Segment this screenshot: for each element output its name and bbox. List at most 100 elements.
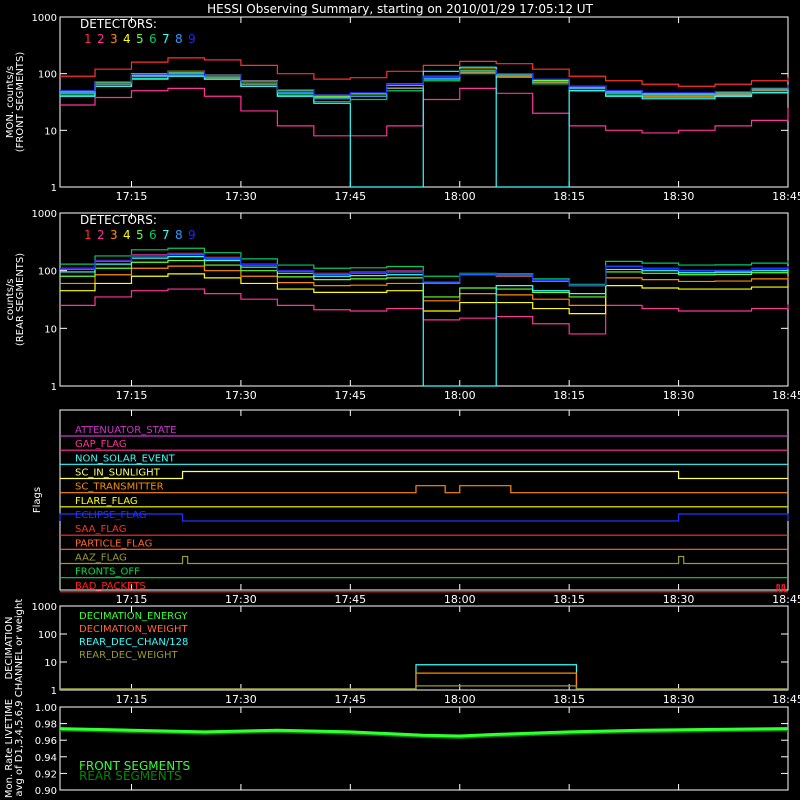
rear-legend-entry-4: 4 bbox=[123, 228, 131, 242]
front-xtick-label-5: 18:30 bbox=[663, 190, 695, 203]
front-xtick-label-6: 18:45 bbox=[772, 190, 800, 203]
livetime-ytick-label-0: 0.90 bbox=[35, 786, 57, 797]
front-xtick-label-3: 18:00 bbox=[444, 190, 476, 203]
rear-legend-title: DETECTORS: bbox=[80, 213, 157, 227]
front-legend-entry-4: 4 bbox=[123, 32, 131, 46]
decimation-legend-2: REAR_DEC_CHAN/128 bbox=[79, 637, 188, 648]
decimation-xtick-label-0: 17:15 bbox=[116, 693, 148, 706]
front-legend-entry-5: 5 bbox=[136, 32, 144, 46]
decimation-ytick-label-2: 100 bbox=[38, 630, 57, 641]
flag-label-5: FLARE_FLAG bbox=[75, 496, 138, 507]
flags-xtick-label-2: 17:45 bbox=[334, 593, 366, 606]
decimation-xtick-label-3: 18:00 bbox=[444, 693, 476, 706]
front-legend-entry-9: 9 bbox=[188, 32, 196, 46]
decimation-ylabel-0: DECIMATION bbox=[4, 616, 15, 679]
rear-xtick-label-3: 18:00 bbox=[444, 389, 476, 402]
livetime-ylabel-0: Mon. Rate LIVETIME bbox=[4, 699, 15, 798]
flag-line-6 bbox=[59, 513, 789, 522]
flags-ylabel-0: Flags bbox=[32, 487, 43, 513]
rear-ylabel-1: (REAR SEGMENTS) bbox=[15, 253, 26, 346]
rear-legend-entry-9: 9 bbox=[188, 228, 196, 242]
rear-legend-entry-1: 1 bbox=[84, 228, 92, 242]
flag-label-1: GAP_FLAG bbox=[75, 439, 127, 450]
flag-label-10: FRONTS_OFF bbox=[75, 567, 140, 578]
rear-legend-entry-8: 8 bbox=[175, 228, 183, 242]
flag-label-8: PARTICLE_FLAG bbox=[75, 538, 152, 549]
rear-xtick-label-1: 17:30 bbox=[225, 389, 257, 402]
decimation-legend-3: REAR_DEC_WEIGHT bbox=[79, 650, 178, 661]
front-series-7 bbox=[60, 66, 789, 188]
rear-legend-entry-5: 5 bbox=[136, 228, 144, 242]
front-plot-frame bbox=[59, 16, 789, 188]
flag-label-7: SAA_FLAG bbox=[75, 524, 126, 535]
decimation-ylabel-1: CHANNEL or weight bbox=[14, 599, 25, 698]
front-xtick-label-2: 17:45 bbox=[334, 190, 366, 203]
decimation-xtick-label-2: 17:45 bbox=[334, 693, 366, 706]
rear-xtick-label-4: 18:15 bbox=[553, 389, 585, 402]
decimation-xtick-label-6: 18:45 bbox=[772, 693, 800, 706]
rear-ytick-label-1: 10 bbox=[44, 324, 57, 335]
rear-ytick-label-2: 100 bbox=[38, 267, 57, 278]
decimation-plot-frame bbox=[59, 605, 789, 691]
front-ytick-label-2: 100 bbox=[38, 70, 57, 81]
rear-legend-entry-6: 6 bbox=[149, 228, 157, 242]
rear-legend-entry-2: 2 bbox=[97, 228, 105, 242]
front-series-9 bbox=[60, 68, 789, 96]
front-ytick-label-1: 10 bbox=[44, 126, 57, 137]
rear-xtick-label-5: 18:30 bbox=[663, 389, 695, 402]
front-xtick-label-4: 18:15 bbox=[553, 190, 585, 203]
flags-xtick-label-3: 18:00 bbox=[444, 593, 476, 606]
decimation-xtick-label-1: 17:30 bbox=[225, 693, 257, 706]
front-legend-entry-3: 3 bbox=[110, 32, 118, 46]
flags-xtick-label-1: 17:30 bbox=[225, 593, 257, 606]
front-xtick-label-0: 17:15 bbox=[116, 190, 148, 203]
decimation-ytick-label-1: 10 bbox=[44, 658, 57, 669]
rear-ylabel-0: counts/s bbox=[5, 278, 16, 320]
rear-series-7 bbox=[60, 256, 789, 387]
decimation-step-2 bbox=[60, 685, 788, 690]
rear-ytick-label-0: 1 bbox=[51, 382, 57, 393]
front-legend-entry-1: 1 bbox=[84, 32, 92, 46]
livetime-plot-frame bbox=[59, 706, 789, 791]
flags-xtick-label-4: 18:15 bbox=[553, 593, 585, 606]
rear-xtick-label-2: 17:45 bbox=[334, 389, 366, 402]
livetime-ytick-label-4: 0.98 bbox=[35, 720, 57, 731]
flag-label-4: SC_TRANSMITTER bbox=[75, 482, 164, 493]
front-legend-entry-8: 8 bbox=[175, 32, 183, 46]
flag-line-9 bbox=[60, 555, 788, 565]
front-ylabel-1: (FRONT SEGMENTS) bbox=[15, 52, 26, 153]
livetime-legend-front: FRONT SEGMENTS bbox=[79, 759, 190, 773]
front-series-1 bbox=[60, 57, 789, 87]
front-xtick-label-1: 17:30 bbox=[225, 190, 257, 203]
flags-plot-frame bbox=[59, 409, 789, 591]
front-ytick-label-3: 1000 bbox=[32, 13, 57, 24]
rear-xtick-label-6: 18:45 bbox=[772, 389, 800, 402]
decimation-xtick-label-5: 18:30 bbox=[663, 693, 695, 706]
decimation-legend-0: DECIMATION_ENERGY bbox=[79, 611, 188, 622]
decimation-ytick-label-0: 1 bbox=[51, 686, 57, 697]
flag-label-6: ECLIPSE_FLAG bbox=[75, 510, 146, 521]
front-ylabel-0: MON. counts/s bbox=[5, 66, 16, 138]
livetime-series-front bbox=[59, 727, 789, 738]
flag-line-11 bbox=[60, 584, 788, 593]
livetime-ytick-label-1: 0.92 bbox=[35, 769, 57, 780]
flag-line-4 bbox=[60, 485, 788, 494]
chart-title: HESSI Observing Summary, starting on 201… bbox=[207, 2, 593, 16]
flag-line-3 bbox=[60, 470, 788, 480]
front-series-2 bbox=[60, 87, 789, 137]
front-legend-entry-7: 7 bbox=[162, 32, 170, 46]
rear-xtick-label-0: 17:15 bbox=[116, 389, 148, 402]
decimation-ytick-label-3: 1000 bbox=[32, 602, 57, 613]
rear-series-9 bbox=[60, 253, 789, 286]
front-legend-entry-2: 2 bbox=[97, 32, 105, 46]
front-series-6 bbox=[60, 73, 789, 103]
flag-label-9: AAZ_FLAG bbox=[75, 553, 127, 564]
front-legend-entry-6: 6 bbox=[149, 32, 157, 46]
flag-label-2: NON_SOLAR_EVENT bbox=[75, 453, 176, 464]
flag-label-3: SC_IN_SUNLIGHT bbox=[75, 468, 161, 479]
livetime-ylabel-1: avg of D1,3,4,5,6,9 bbox=[14, 700, 25, 796]
front-legend-title: DETECTORS: bbox=[80, 17, 157, 31]
livetime-ytick-label-2: 0.94 bbox=[35, 753, 57, 764]
